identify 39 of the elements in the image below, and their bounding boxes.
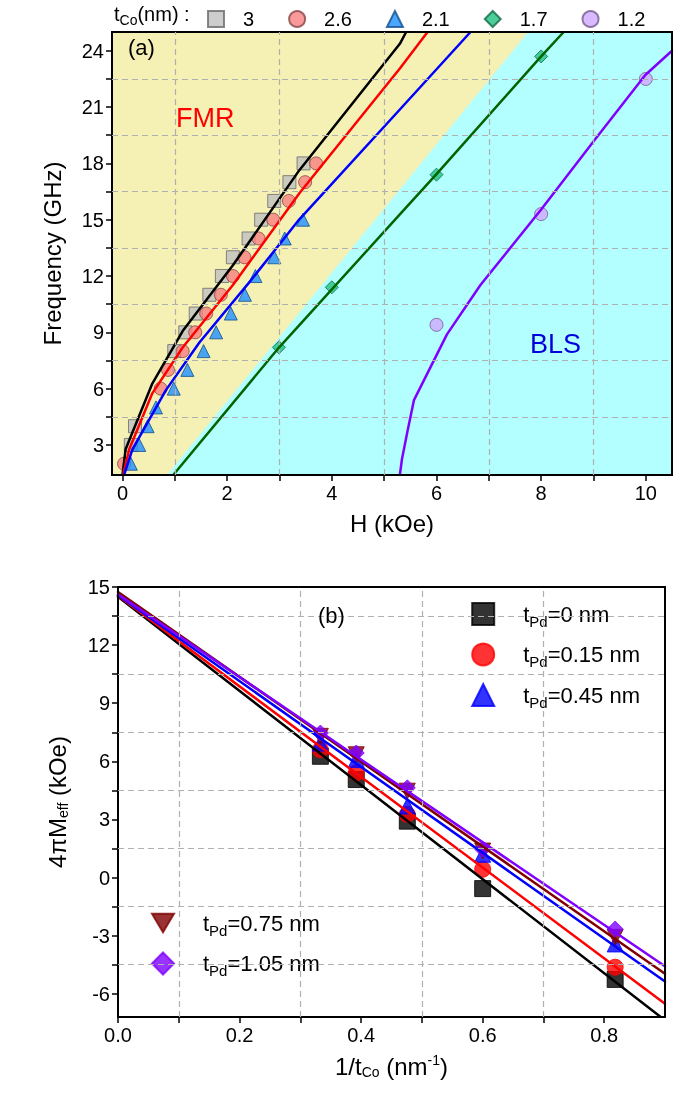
- legend-label: 3: [243, 8, 255, 30]
- x-tick-label: 0: [116, 482, 129, 504]
- y-tick-label: 18: [81, 152, 104, 175]
- legend-label: 1.2: [617, 8, 646, 30]
- y-tick-label: 24: [81, 39, 104, 62]
- y-tick-label: 9: [98, 692, 110, 715]
- legend-label: 2.1: [421, 8, 450, 30]
- x-tick-label: 8: [535, 482, 547, 504]
- annotation: BLS: [530, 328, 582, 359]
- y-tick-label: 15: [81, 208, 104, 231]
- legend-label: 2.6: [324, 8, 352, 30]
- y-tick-label: 9: [92, 321, 104, 344]
- y-axis-title: 4πMeff (kOe): [43, 736, 71, 868]
- y-tick-label: 3: [98, 808, 110, 831]
- y-tick-label: 21: [81, 96, 104, 119]
- x-tick-label: 0.2: [225, 1024, 254, 1046]
- y-tick-label: 6: [92, 377, 104, 400]
- x-tick-label: 0.6: [468, 1024, 497, 1046]
- annotation: (a): [128, 34, 155, 60]
- x-tick-label: 0.4: [347, 1024, 376, 1046]
- y-tick-label: 3: [92, 433, 104, 456]
- y-tick-label: 12: [81, 265, 104, 288]
- annotation: FMR: [176, 102, 235, 133]
- y-tick-label: 6: [98, 750, 110, 773]
- x-tick-label: 10: [634, 482, 657, 504]
- x-tick-label: 0.0: [104, 1024, 132, 1046]
- y-axis-title: Frequency (GHz): [38, 161, 66, 346]
- annotation: (b): [318, 602, 345, 628]
- y-tick-label: 0: [98, 866, 110, 889]
- x-tick-label: 2: [221, 482, 233, 504]
- x-tick-label: 0.8: [590, 1024, 619, 1046]
- x-axis-title: H (kOe): [350, 509, 434, 537]
- x-tick-label: 6: [430, 482, 443, 504]
- y-tick-label: -3: [92, 924, 110, 947]
- x-tick-label: 4: [326, 482, 338, 504]
- legend-label: 1.7: [519, 8, 548, 30]
- y-tick-label: -6: [92, 982, 110, 1005]
- y-tick-label: 12: [87, 634, 110, 657]
- y-tick-label: 15: [87, 576, 110, 598]
